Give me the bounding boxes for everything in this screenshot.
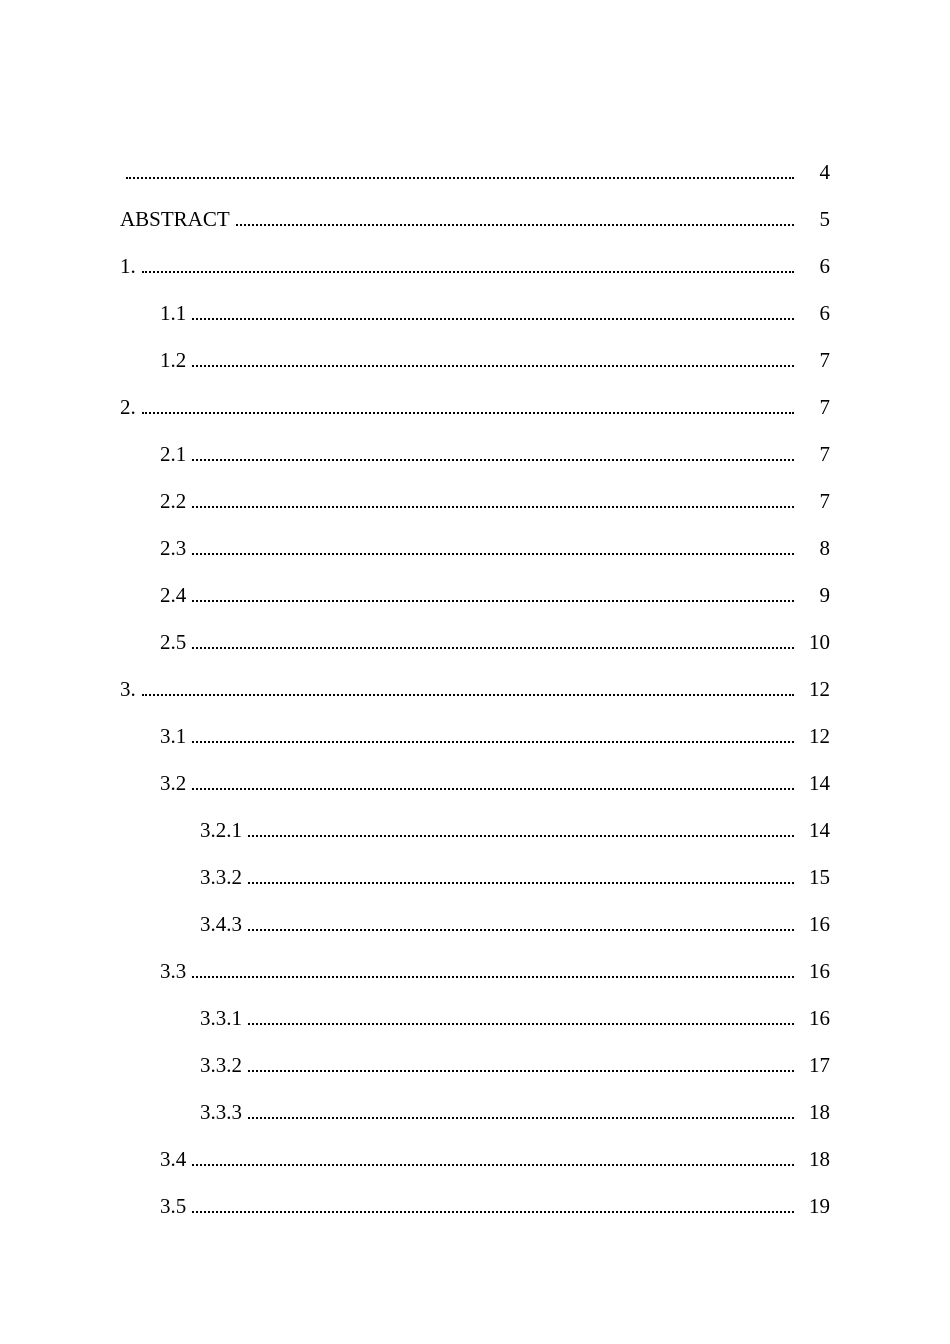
toc-leader-dots bbox=[192, 553, 794, 555]
table-of-contents: 4ABSTRACT51.61.161.272.72.172.272.382.49… bbox=[120, 160, 830, 1219]
toc-entry-page: 8 bbox=[800, 536, 830, 561]
toc-entry-label: 3.3.1 bbox=[200, 1006, 242, 1031]
toc-entry-label: 2.2 bbox=[160, 489, 186, 514]
toc-leader-dots bbox=[192, 1164, 794, 1166]
toc-entry-page: 5 bbox=[800, 207, 830, 232]
toc-entry: 2.7 bbox=[120, 395, 830, 420]
toc-entry-label: 3.4 bbox=[160, 1147, 186, 1172]
toc-entry-page: 14 bbox=[800, 818, 830, 843]
toc-entry-page: 18 bbox=[800, 1100, 830, 1125]
toc-entry-label: 3.4.3 bbox=[200, 912, 242, 937]
toc-entry: ABSTRACT 5 bbox=[120, 207, 830, 232]
toc-entry-page: 7 bbox=[800, 489, 830, 514]
toc-entry: 4 bbox=[120, 160, 830, 185]
toc-leader-dots bbox=[142, 271, 794, 273]
toc-entry-page: 19 bbox=[800, 1194, 830, 1219]
toc-entry-label: 3.3.2 bbox=[200, 865, 242, 890]
toc-leader-dots bbox=[192, 318, 794, 320]
toc-entry: 3.5 19 bbox=[120, 1194, 830, 1219]
toc-entry: 3.3 16 bbox=[120, 959, 830, 984]
toc-leader-dots bbox=[192, 741, 794, 743]
toc-entry-label: 2.5 bbox=[160, 630, 186, 655]
toc-entry-label: 1.1 bbox=[160, 301, 186, 326]
toc-leader-dots bbox=[248, 1070, 794, 1072]
toc-entry-page: 7 bbox=[800, 442, 830, 467]
toc-entry-label: ABSTRACT bbox=[120, 207, 230, 232]
toc-entry-page: 6 bbox=[800, 301, 830, 326]
toc-entry-page: 12 bbox=[800, 677, 830, 702]
toc-entry-page: 7 bbox=[800, 348, 830, 373]
toc-entry: 3.4 18 bbox=[120, 1147, 830, 1172]
toc-entry-page: 16 bbox=[800, 959, 830, 984]
toc-entry-page: 14 bbox=[800, 771, 830, 796]
toc-entry-page: 9 bbox=[800, 583, 830, 608]
toc-entry: 2.38 bbox=[120, 536, 830, 561]
toc-leader-dots bbox=[192, 788, 794, 790]
toc-leader-dots bbox=[192, 506, 794, 508]
toc-entry: 3.3.3 18 bbox=[120, 1100, 830, 1125]
toc-leader-dots bbox=[236, 224, 794, 226]
toc-entry-label: 1. bbox=[120, 254, 136, 279]
toc-entry: 3.12 bbox=[120, 677, 830, 702]
toc-entry: 3.3.1 16 bbox=[120, 1006, 830, 1031]
toc-leader-dots bbox=[192, 647, 794, 649]
toc-entry: 3.2.1 14 bbox=[120, 818, 830, 843]
toc-entry: 3.3.2 17 bbox=[120, 1053, 830, 1078]
toc-entry: 1.6 bbox=[120, 254, 830, 279]
toc-leader-dots bbox=[248, 1117, 794, 1119]
toc-leader-dots bbox=[192, 459, 794, 461]
toc-entry-label: 3.5 bbox=[160, 1194, 186, 1219]
toc-entry-page: 15 bbox=[800, 865, 830, 890]
toc-entry: 2.49 bbox=[120, 583, 830, 608]
toc-entry-label: 2.4 bbox=[160, 583, 186, 608]
toc-entry-label: 3.2 bbox=[160, 771, 186, 796]
toc-entry-label: 3.3.3 bbox=[200, 1100, 242, 1125]
toc-entry-label: 2. bbox=[120, 395, 136, 420]
toc-leader-dots bbox=[192, 365, 794, 367]
toc-entry: 2.27 bbox=[120, 489, 830, 514]
toc-entry-label: 3.1 bbox=[160, 724, 186, 749]
toc-entry-page: 16 bbox=[800, 912, 830, 937]
toc-leader-dots bbox=[192, 1211, 794, 1213]
toc-entry: 2.17 bbox=[120, 442, 830, 467]
toc-entry-label: 3. bbox=[120, 677, 136, 702]
toc-entry: 3.3.2 15 bbox=[120, 865, 830, 890]
toc-entry-label: 1.2 bbox=[160, 348, 186, 373]
toc-leader-dots bbox=[192, 976, 794, 978]
toc-entry-page: 7 bbox=[800, 395, 830, 420]
toc-entry-page: 4 bbox=[800, 160, 830, 185]
toc-entry-label: 3.2.1 bbox=[200, 818, 242, 843]
toc-leader-dots bbox=[248, 882, 794, 884]
toc-entry: 2.5 10 bbox=[120, 630, 830, 655]
toc-entry: 3.4.3 16 bbox=[120, 912, 830, 937]
toc-entry: 1.16 bbox=[120, 301, 830, 326]
toc-entry-page: 16 bbox=[800, 1006, 830, 1031]
toc-leader-dots bbox=[192, 600, 794, 602]
toc-leader-dots bbox=[248, 1023, 794, 1025]
toc-entry-label: 3.3 bbox=[160, 959, 186, 984]
toc-leader-dots bbox=[142, 694, 794, 696]
toc-entry: 3.2 14 bbox=[120, 771, 830, 796]
toc-entry-page: 17 bbox=[800, 1053, 830, 1078]
toc-entry: 1.27 bbox=[120, 348, 830, 373]
toc-entry: 3.1 12 bbox=[120, 724, 830, 749]
toc-entry-page: 10 bbox=[800, 630, 830, 655]
toc-leader-dots bbox=[142, 412, 794, 414]
toc-entry-page: 6 bbox=[800, 254, 830, 279]
toc-entry-label: 3.3.2 bbox=[200, 1053, 242, 1078]
toc-leader-dots bbox=[248, 835, 794, 837]
toc-entry-page: 12 bbox=[800, 724, 830, 749]
toc-leader-dots bbox=[126, 177, 794, 179]
toc-entry-label: 2.3 bbox=[160, 536, 186, 561]
toc-entry-label: 2.1 bbox=[160, 442, 186, 467]
toc-leader-dots bbox=[248, 929, 794, 931]
toc-entry-page: 18 bbox=[800, 1147, 830, 1172]
